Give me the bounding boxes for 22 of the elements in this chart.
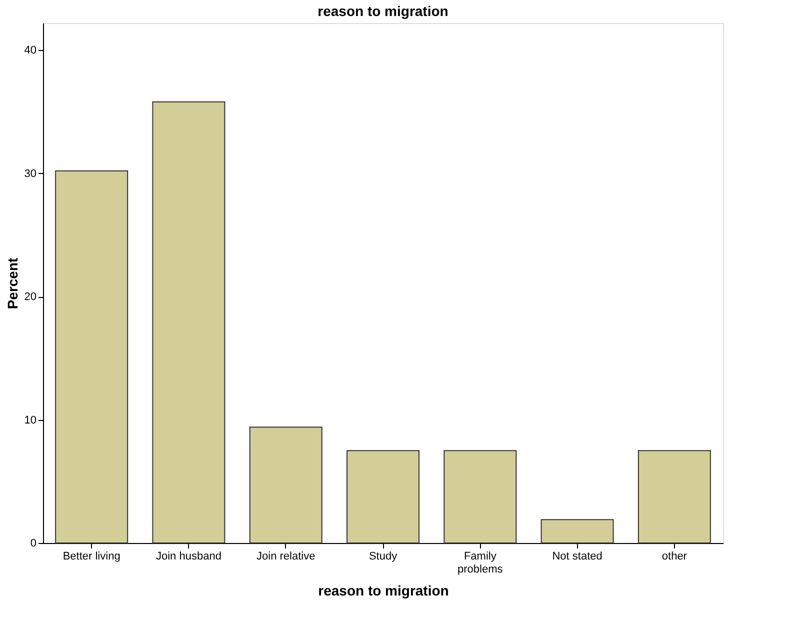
x-tick-label: Join relative <box>256 550 316 562</box>
bar <box>346 450 420 544</box>
x-tick-label: Study <box>368 550 398 562</box>
bar <box>55 170 128 544</box>
bar <box>444 450 517 544</box>
y-tick-label: 0 <box>30 538 36 550</box>
bar <box>249 426 322 544</box>
bar <box>152 101 226 544</box>
bar <box>540 519 614 544</box>
x-tick-label: Not stated <box>552 550 602 562</box>
y-tick-label: 10 <box>24 414 36 426</box>
x-tick-label: Join husband <box>156 550 222 562</box>
chart-title: reason to migration <box>318 3 448 19</box>
x-tick-label: other <box>662 550 688 562</box>
y-axis-title: Percent <box>4 257 20 310</box>
y-tick-label: 40 <box>24 44 36 57</box>
y-tick-label: 30 <box>24 168 36 180</box>
x-axis-title: reason to migration <box>318 582 449 598</box>
bar <box>638 450 711 544</box>
y-tick-label: 20 <box>24 291 36 304</box>
x-tick-label: Family problems <box>458 550 504 576</box>
x-tick-label: Better living <box>62 550 120 562</box>
